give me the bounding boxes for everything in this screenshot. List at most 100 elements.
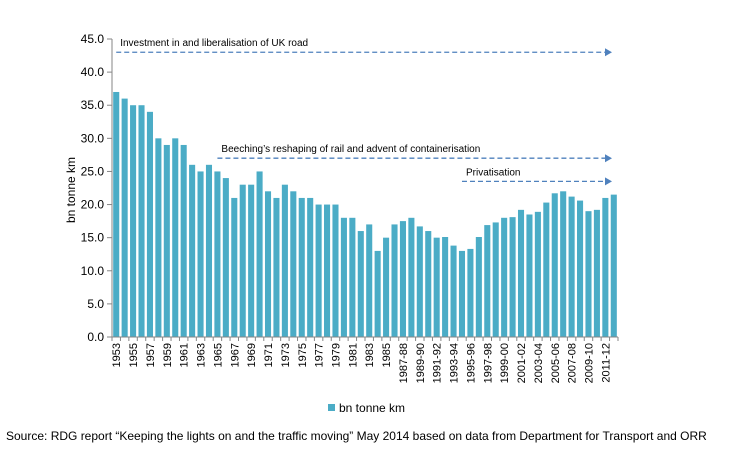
y-tick-label: 5.0 bbox=[87, 297, 104, 311]
bar bbox=[214, 171, 221, 337]
bar bbox=[256, 171, 263, 337]
bar bbox=[416, 226, 423, 337]
x-tick-label: 1989-90 bbox=[415, 343, 427, 383]
bar bbox=[349, 217, 356, 337]
bar bbox=[315, 204, 322, 337]
x-tick-label: 2005-06 bbox=[550, 343, 562, 383]
bar bbox=[307, 197, 314, 337]
x-tick-label: 2011-12 bbox=[600, 343, 612, 383]
x-tick-label: 1975 bbox=[297, 343, 309, 367]
bar bbox=[113, 91, 120, 337]
x-tick-label: 1977 bbox=[314, 343, 326, 367]
bar bbox=[577, 200, 584, 337]
y-axis: 0.0 5.0 10.0 15.0 20.0 25.0 30.0 35.0 40.0 45.0 bbox=[81, 32, 113, 344]
y-tick-label: 35.0 bbox=[81, 98, 105, 112]
bar bbox=[222, 178, 229, 337]
bar bbox=[517, 209, 525, 337]
bar bbox=[264, 191, 272, 337]
y-tick-label: 40.0 bbox=[81, 65, 105, 79]
bar bbox=[458, 250, 466, 337]
bar bbox=[366, 224, 373, 337]
bar bbox=[332, 204, 339, 337]
bar bbox=[585, 211, 592, 337]
bar bbox=[130, 105, 137, 337]
annotation-arrow-head bbox=[605, 48, 612, 57]
legend: bn tonne km bbox=[328, 401, 405, 415]
bar bbox=[433, 237, 440, 337]
bar bbox=[399, 221, 406, 337]
bar bbox=[383, 237, 390, 337]
bar bbox=[610, 194, 617, 337]
bar bbox=[534, 211, 541, 337]
bar bbox=[290, 191, 297, 337]
annotation-arrow-head bbox=[605, 154, 612, 163]
x-tick-label: 1993-94 bbox=[449, 343, 461, 383]
bar bbox=[568, 196, 575, 337]
x-tick-label: 1967 bbox=[229, 343, 241, 367]
x-tick-label: 2007-08 bbox=[567, 343, 579, 383]
bar bbox=[602, 197, 609, 337]
y-tick-label: 30.0 bbox=[81, 131, 105, 145]
bar bbox=[172, 138, 179, 337]
annotation-arrow-head bbox=[605, 177, 612, 186]
bar bbox=[155, 138, 162, 337]
bar bbox=[357, 231, 364, 337]
x-tick-label: 1979 bbox=[330, 343, 342, 367]
bar bbox=[509, 217, 516, 337]
bars bbox=[113, 91, 617, 337]
y-tick-label: 25.0 bbox=[81, 164, 105, 178]
bar bbox=[189, 164, 196, 337]
x-tick-label: 1991-92 bbox=[432, 343, 444, 383]
x-tick-label: 1969 bbox=[246, 343, 258, 367]
x-tick-label: 1971 bbox=[263, 343, 275, 367]
bar bbox=[501, 217, 508, 337]
y-axis-title: bn tonne km bbox=[64, 157, 78, 223]
bar bbox=[340, 217, 347, 337]
x-tick-label: 1963 bbox=[196, 343, 208, 367]
source-note: Source: RDG report “Keeping the lights o… bbox=[6, 429, 707, 443]
y-tick-label: 20.0 bbox=[81, 198, 105, 212]
bar bbox=[442, 237, 449, 337]
x-tick-label: 1959 bbox=[162, 343, 174, 367]
x-tick-label: 1955 bbox=[128, 343, 140, 367]
bar bbox=[543, 202, 550, 337]
bar bbox=[180, 144, 187, 337]
bar bbox=[425, 231, 432, 337]
x-axis: 1953 1955 1957 1959 1961 1963 1965 1967 1969 1971… bbox=[111, 336, 619, 383]
bar bbox=[163, 144, 170, 337]
bar bbox=[408, 217, 415, 337]
y-tick-label: 15.0 bbox=[81, 231, 105, 245]
x-tick-label: 1957 bbox=[145, 343, 157, 367]
annotation-label: Privatisation bbox=[466, 167, 520, 178]
bar bbox=[146, 111, 153, 337]
y-tick-label: 10.0 bbox=[81, 264, 105, 278]
legend-swatch bbox=[328, 404, 335, 411]
y-tick-label: 0.0 bbox=[87, 330, 104, 344]
x-tick-label: 1965 bbox=[212, 343, 224, 367]
bar bbox=[298, 197, 305, 337]
x-tick-label: 1987-88 bbox=[398, 343, 410, 383]
bar bbox=[231, 197, 238, 337]
bar bbox=[374, 250, 381, 337]
bar bbox=[475, 237, 482, 337]
x-tick-label: 2003-04 bbox=[533, 343, 545, 383]
x-tick-label: 1985 bbox=[381, 343, 393, 367]
bar bbox=[197, 171, 204, 337]
bar bbox=[492, 222, 499, 337]
x-tick-label: 2009-10 bbox=[583, 343, 595, 383]
x-tick-label: 1999-00 bbox=[499, 343, 511, 383]
x-tick-label: 1973 bbox=[280, 343, 292, 367]
annotation-label: Investment in and liberalisation of UK r… bbox=[120, 38, 308, 49]
bar bbox=[138, 105, 145, 337]
bar bbox=[551, 193, 558, 337]
bar bbox=[281, 184, 288, 337]
x-tick-label: 1995-96 bbox=[465, 343, 477, 383]
x-tick-label: 1983 bbox=[364, 343, 376, 367]
legend-label: bn tonne km bbox=[339, 401, 405, 415]
bar bbox=[484, 225, 491, 337]
bar bbox=[324, 204, 331, 337]
bar bbox=[121, 98, 128, 337]
bar bbox=[593, 209, 600, 337]
x-tick-label: 2001-02 bbox=[516, 343, 528, 383]
bar bbox=[273, 197, 280, 337]
